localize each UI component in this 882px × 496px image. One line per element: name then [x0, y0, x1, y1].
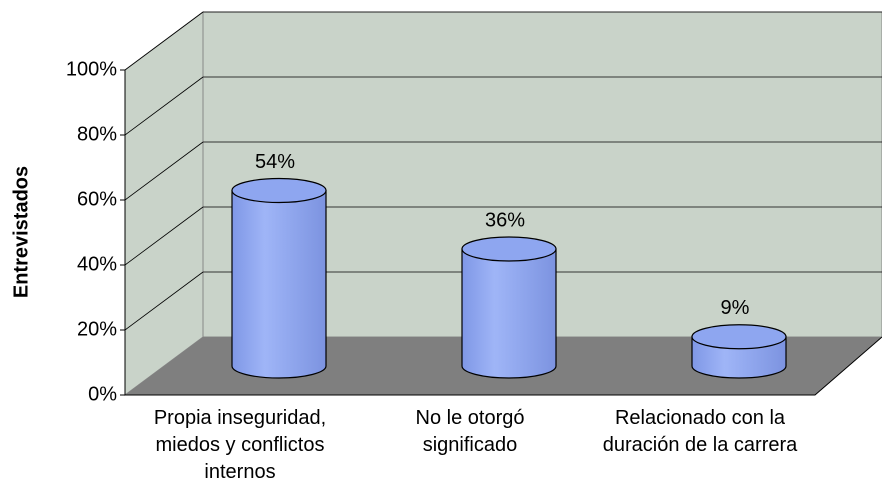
y-axis-title: Entrevistados [10, 166, 32, 298]
grid-line [124, 271, 204, 331]
bar [231, 177, 327, 379]
bar-body [461, 248, 557, 379]
bar [461, 236, 557, 379]
grid-line [124, 76, 204, 136]
y-tick-label: 0% [88, 383, 117, 405]
grid-line [124, 206, 204, 266]
grid-line [124, 141, 204, 201]
grid-line [124, 11, 204, 71]
x-tick-label: No le otorgó significado [415, 407, 525, 456]
y-tick-label: 80% [77, 123, 117, 145]
bars [231, 177, 787, 379]
value-label: 54% [255, 151, 295, 173]
x-axis [125, 336, 882, 396]
value-label: 9% [721, 297, 750, 319]
y-tick-label: 60% [77, 188, 117, 210]
side-wall [124, 11, 204, 396]
bar-top [691, 324, 787, 350]
bar [691, 324, 787, 379]
value-label: 36% [485, 209, 525, 231]
bar-body [231, 189, 327, 379]
y-tick-label: 100% [66, 58, 117, 80]
y-tick-label: 40% [77, 253, 117, 275]
x-tick-label: Propia inseguridad, miedos y conflictos … [153, 407, 327, 483]
x-tick-label: Relacionado con la duración de la carrer… [602, 407, 798, 456]
y-tick-label: 20% [77, 318, 117, 340]
bar-top [461, 236, 557, 262]
bar-top [231, 177, 327, 204]
